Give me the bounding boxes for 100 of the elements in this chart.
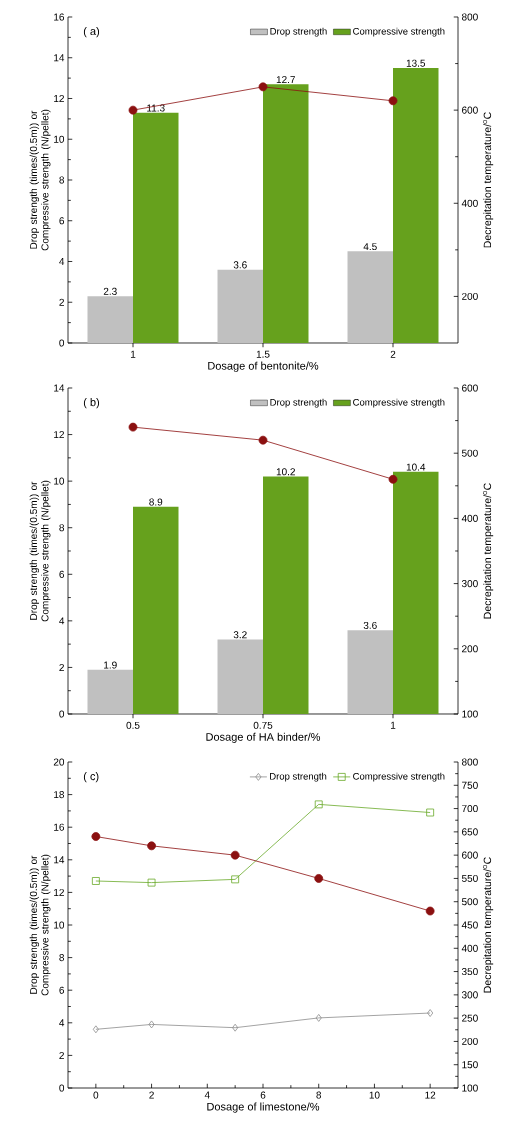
y-tick-label: 12: [54, 888, 64, 896]
legend-label: Compressive strength: [353, 772, 445, 782]
y-tick-label: 16: [54, 823, 65, 831]
point: [91, 832, 101, 841]
y2-tick-label: 200: [462, 292, 478, 300]
y2-tick-label: 550: [461, 874, 478, 882]
x-tick-label: 2: [149, 1091, 154, 1099]
point: [427, 1009, 434, 1017]
y2-tick-label: 600: [462, 384, 478, 392]
y2-tick-label: 800: [461, 758, 478, 766]
data-label: 3.6: [363, 621, 377, 629]
x-tick-label: 12: [425, 1091, 436, 1099]
x-tick-label: 1: [390, 721, 396, 729]
y-tick-label: 4: [59, 617, 65, 625]
y-tick-label: 10: [54, 477, 65, 485]
point: [128, 422, 138, 432]
x-axis-title: Dosage of HA binder/%: [206, 732, 321, 743]
y-tick-label: 4: [59, 1019, 65, 1027]
y-tick-label: 2: [59, 298, 64, 306]
data-label: 12.7: [276, 76, 295, 84]
y-tick-label: 2: [59, 1051, 64, 1059]
bar: [347, 630, 393, 714]
y-axis-title: Drop strength (times/(0.5m)) or Compressive strength (N/pellet): [29, 109, 51, 251]
point: [232, 1023, 239, 1032]
legend-label: Drop strength: [270, 27, 327, 37]
y2-axis-title: Decrepitation temperature/$^{o}$C: [483, 857, 494, 993]
data-label: 8.9: [149, 498, 163, 506]
data-label: 1.9: [104, 661, 117, 669]
data-label: 13.5: [406, 59, 426, 67]
annotation: ( c): [83, 772, 99, 783]
bar: [393, 471, 439, 714]
y-tick-label: 12: [54, 94, 64, 102]
point: [258, 435, 268, 445]
x-tick-label: 8: [316, 1091, 322, 1099]
x-tick-label: 0.5: [126, 721, 140, 729]
point: [314, 874, 324, 883]
y-tick-label: 14: [54, 856, 65, 864]
y-tick-label: 12: [54, 431, 64, 439]
y-tick-label: 14: [54, 384, 65, 392]
point: [426, 808, 435, 817]
point: [92, 1025, 99, 1034]
point: [230, 850, 240, 860]
y-tick-label: 14: [54, 54, 65, 62]
point: [315, 1014, 322, 1022]
y-tick-label: 6: [59, 570, 65, 578]
x-tick-label: 0: [93, 1091, 99, 1099]
point: [314, 800, 323, 809]
point: [258, 82, 268, 92]
y-tick-label: 20: [53, 758, 65, 766]
bar: [347, 251, 393, 343]
bar: [263, 84, 309, 343]
y2-tick-label: 250: [462, 1014, 478, 1022]
y-tick-label: 8: [59, 176, 65, 184]
bar: [217, 269, 263, 343]
bar: [133, 506, 179, 714]
point: [388, 96, 398, 106]
y2-tick-label: 450: [461, 921, 478, 929]
annotation: ( b): [83, 398, 100, 409]
y2-tick-label: 200: [462, 1037, 478, 1045]
x-tick-label: 4: [204, 1091, 210, 1099]
point: [231, 875, 240, 884]
point: [128, 105, 138, 115]
x-tick-label: 6: [260, 1091, 266, 1099]
bar: [393, 67, 439, 343]
y2-tick-label: 100: [462, 710, 478, 718]
data-label: 2.3: [103, 287, 117, 295]
y2-tick-label: 400: [461, 199, 478, 207]
legend-label: Compressive strength: [353, 398, 445, 408]
data-label: 11.3: [147, 104, 165, 112]
data-label: 3.6: [233, 261, 247, 269]
legend-label: Compressive strength: [353, 27, 445, 37]
bar: [133, 112, 179, 343]
y-tick-label: 6: [59, 217, 65, 225]
y2-tick-label: 300: [461, 991, 478, 999]
data-label: 4.5: [363, 243, 377, 251]
y-tick-label: 2: [59, 663, 64, 671]
annotation: ( a): [83, 27, 100, 38]
y2-axis-title: Decrepitation temperature/$^{o}$C: [483, 112, 494, 248]
point: [147, 878, 156, 887]
x-axis-title: Dosage of bentonite/%: [208, 361, 319, 372]
y-tick-label: 0: [59, 1084, 65, 1092]
point: [388, 474, 398, 484]
y2-tick-label: 600: [462, 851, 478, 859]
bar: [87, 296, 133, 343]
y-tick-label: 6: [59, 986, 65, 994]
point: [91, 877, 100, 885]
y2-tick-label: 150: [462, 1061, 478, 1069]
y2-tick-label: 200: [462, 645, 478, 653]
y2-tick-label: 650: [462, 828, 478, 836]
y2-tick-label: 350: [461, 968, 478, 976]
y-tick-label: 16: [54, 13, 65, 21]
data-label: 3.2: [233, 631, 247, 639]
y2-tick-label: 400: [461, 944, 478, 952]
y2-tick-label: 500: [461, 449, 478, 457]
y2-tick-label: 600: [462, 106, 478, 114]
bar: [263, 476, 309, 714]
x-tick-label: 2: [390, 350, 396, 358]
y-tick-label: 0: [59, 710, 65, 718]
y-tick-label: 10: [54, 921, 65, 929]
y2-tick-label: 800: [461, 13, 478, 21]
